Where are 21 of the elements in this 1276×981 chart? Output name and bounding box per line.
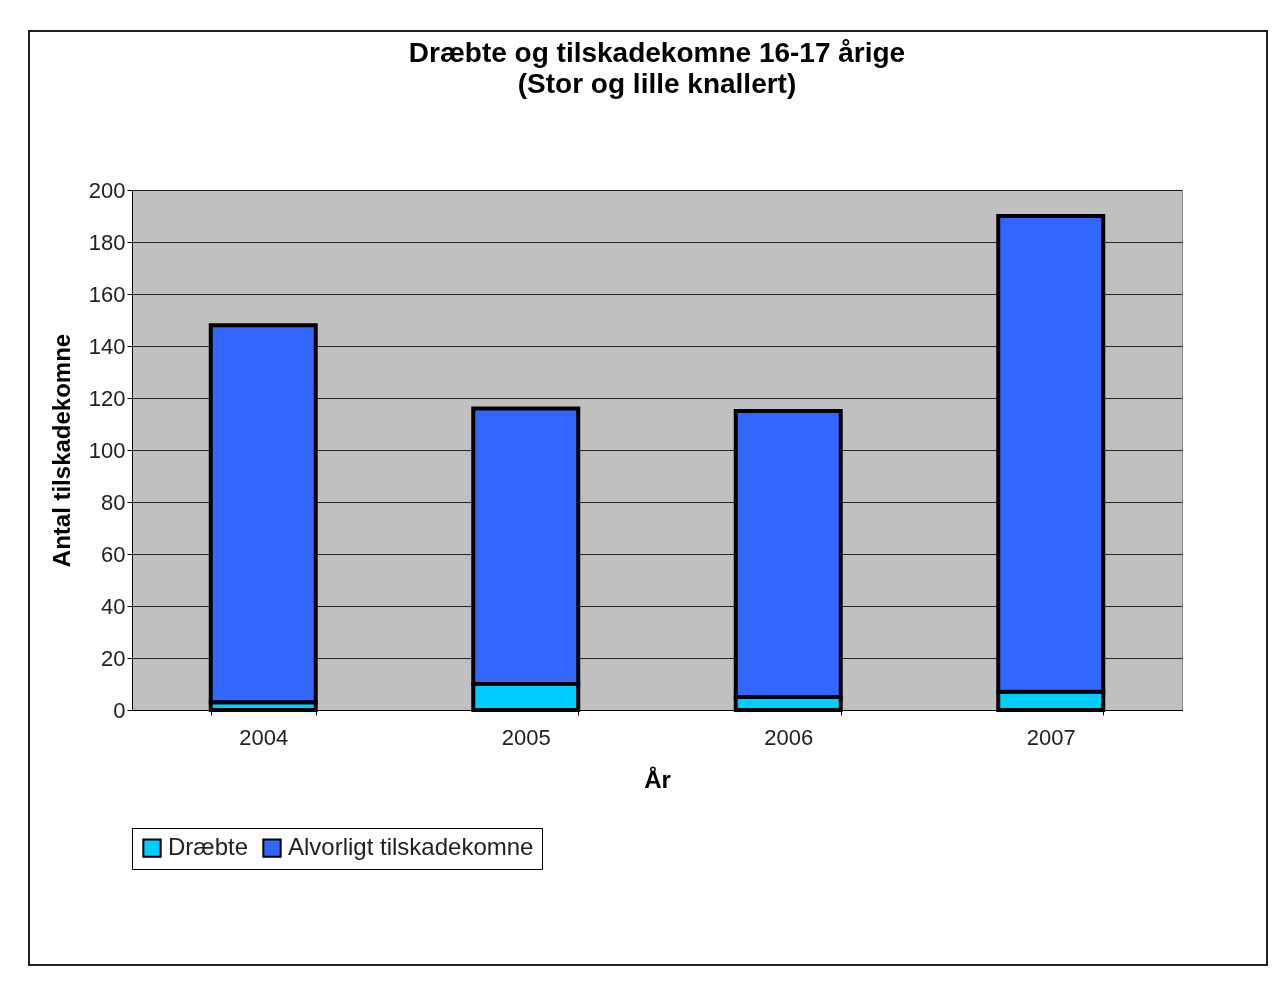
y-tick-label: 140: [88, 333, 126, 359]
x-tick-label: 2004: [239, 724, 289, 750]
x-tick-label: 2007: [1026, 724, 1076, 750]
legend-label: Dræbte: [168, 833, 249, 861]
chart-title: Dræbte og tilskadekomne 16-17 årige: [408, 37, 906, 68]
y-tick-label: 160: [88, 281, 126, 307]
y-tick-label: 200: [88, 177, 126, 203]
y-tick-label: 40: [101, 593, 126, 619]
x-axis-title: År: [644, 765, 671, 793]
chart-subtitle: (Stor og lille knallert): [517, 68, 797, 99]
y-tick-label: 20: [101, 645, 126, 671]
y-tick-label: 80: [101, 489, 126, 515]
y-tick-label: 100: [88, 437, 126, 463]
y-tick-label: 0: [113, 697, 126, 723]
x-tick-label: 2006: [764, 724, 814, 750]
y-axis-title: Antal tilskadekomne: [47, 333, 75, 568]
y-tick-label: 120: [88, 385, 126, 411]
y-tick-label: 180: [88, 229, 126, 255]
legend-label: Alvorligt tilskadekomne: [288, 833, 534, 861]
x-tick-label: 2005: [501, 724, 551, 750]
y-tick-label: 60: [101, 541, 126, 567]
